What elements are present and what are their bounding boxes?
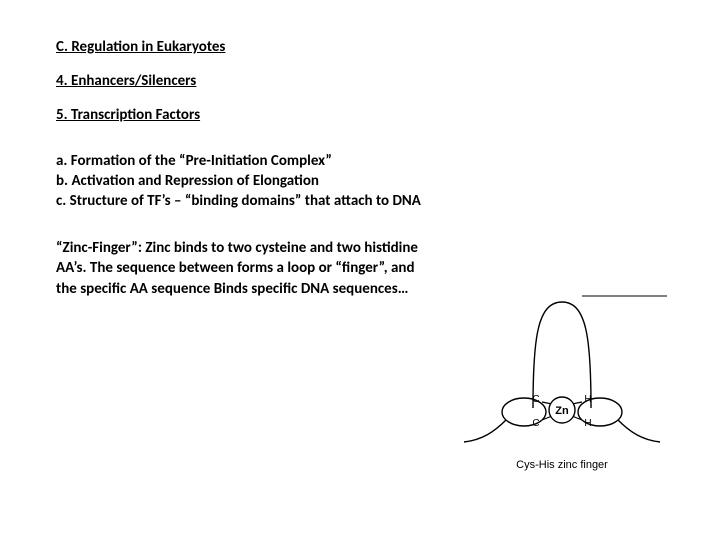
right-tail <box>618 420 660 442</box>
sublist-item-c: c. Structure of TF’s – “binding domains”… <box>56 192 670 210</box>
zinc-finger-diagram: Zn C C H H Cys-His zinc finger <box>452 290 672 490</box>
diagram-caption: Cys-His zinc finger <box>516 459 608 471</box>
section-heading: C. Regulation in Eukaryotes <box>56 38 670 56</box>
c-label-bot: C <box>532 418 539 429</box>
h-label-top: H <box>584 394 591 405</box>
h-label-bot: H <box>584 418 591 429</box>
outline-item-4: 4. Enhancers/Silencers <box>56 72 670 90</box>
c-label-top: C <box>532 394 539 405</box>
zinc-finger-paragraph: “Zinc-Finger”: Zinc binds to two cystein… <box>56 238 426 299</box>
finger-loop <box>533 302 591 408</box>
outline-item-5: 5. Transcription Factors <box>56 106 670 124</box>
sublist-item-a: a. Formation of the “Pre-Initiation Comp… <box>56 152 670 170</box>
sublist-item-b: b. Activation and Repression of Elongati… <box>56 172 670 190</box>
zn-label: Zn <box>555 405 569 417</box>
sublist: a. Formation of the “Pre-Initiation Comp… <box>56 152 670 210</box>
left-tail <box>464 420 506 442</box>
